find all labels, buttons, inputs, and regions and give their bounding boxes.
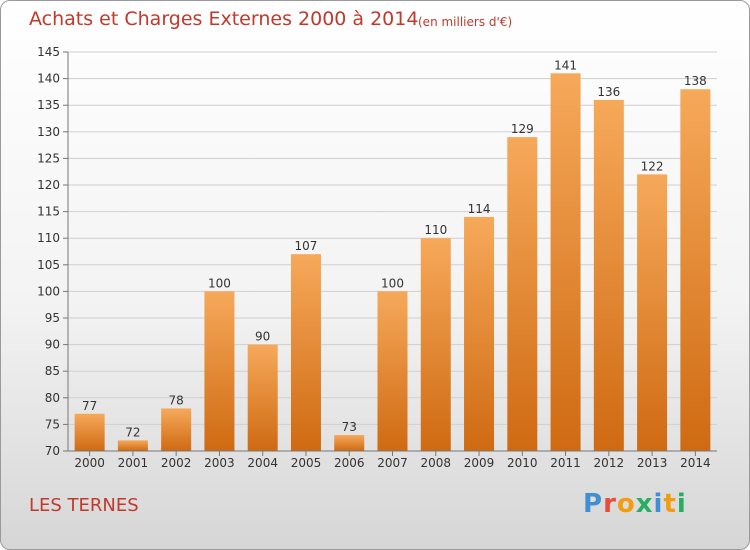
x-tick-label: 2006: [334, 456, 365, 470]
x-tick-label: 2007: [377, 456, 408, 470]
logo-letter: i: [653, 489, 664, 519]
bar-value-label: 122: [641, 159, 664, 173]
bar-2011: [550, 73, 581, 451]
logo-letter: x: [635, 489, 654, 519]
x-tick-label: 2008: [420, 456, 451, 470]
y-tick-label: 120: [37, 178, 60, 192]
bar-2004: [247, 344, 278, 451]
bar-2009: [464, 216, 495, 451]
bar-value-label: 78: [169, 393, 184, 407]
x-tick-label: 2013: [637, 456, 668, 470]
y-tick-label: 140: [37, 72, 60, 86]
chart-subtitle: (en milliers d'€): [418, 15, 513, 29]
data-labels: 77 72 78 100 90 107 73 100 110 114 129 141 136 122 138: [82, 58, 707, 439]
y-tick-label: 85: [45, 364, 60, 378]
chart-title: Achats et Charges Externes 2000 à 2014: [29, 8, 419, 30]
y-tick-label: 90: [45, 338, 60, 352]
logo-letter: o: [616, 489, 636, 519]
y-tick-label: 125: [37, 151, 60, 165]
x-tick-label: 2005: [291, 456, 322, 470]
y-tick-label: 115: [37, 205, 60, 219]
bar-value-label: 138: [684, 74, 707, 88]
x-tick-label: 2001: [118, 456, 149, 470]
bar-value-label: 107: [295, 239, 318, 253]
bar-2012: [593, 99, 624, 451]
bar-2005: [290, 254, 321, 451]
x-tick-label: 2012: [594, 456, 625, 470]
x-tick-label: 2010: [507, 456, 538, 470]
y-tick-label: 110: [37, 231, 60, 245]
commune-name: LES TERNES: [29, 495, 139, 516]
bar-2001: [117, 440, 148, 451]
bar-value-label: 90: [255, 330, 270, 344]
y-tick-label: 95: [45, 311, 60, 325]
y-tick-label: 105: [37, 258, 60, 272]
bar-value-label: 114: [468, 202, 491, 216]
x-tick-label: 2004: [247, 456, 278, 470]
axes: 70 75 80 85 90 95 100 105 110 115 120 125 130 135 140 1…: [37, 45, 717, 470]
bar-value-label: 77: [82, 399, 97, 413]
bar-2002: [161, 408, 192, 451]
logo-letter: t: [663, 489, 677, 519]
x-tick-label: 2014: [680, 456, 711, 470]
bar-value-label: 100: [208, 276, 231, 290]
y-tick-label: 70: [45, 444, 60, 458]
y-tick-label: 100: [37, 284, 60, 298]
bar-2007: [377, 291, 408, 451]
x-tick-label: 2009: [464, 456, 495, 470]
bar-2010: [507, 137, 538, 451]
bar-2013: [637, 174, 668, 452]
bar-value-label: 141: [554, 58, 577, 72]
bar-2006: [334, 435, 365, 451]
bar-2008: [420, 238, 451, 451]
bar-value-label: 73: [342, 420, 357, 434]
logo-letter: i: [676, 489, 687, 519]
x-tick-label: 2000: [74, 456, 105, 470]
y-tick-label: 80: [45, 391, 60, 405]
bars: [74, 73, 711, 452]
bar-2000: [74, 413, 105, 451]
bar-2014: [680, 89, 711, 452]
bar-value-label: 129: [511, 122, 534, 136]
bar-2003: [204, 291, 235, 451]
bar-value-label: 100: [381, 276, 404, 290]
logo-letter: P: [583, 489, 604, 519]
logo-letter: r: [603, 489, 617, 519]
bar-value-label: 136: [597, 85, 620, 99]
y-tick-label: 145: [37, 45, 60, 59]
x-tick-label: 2002: [161, 456, 192, 470]
x-tick-label: 2003: [204, 456, 235, 470]
bar-value-label: 110: [424, 223, 447, 237]
y-tick-label: 135: [37, 98, 60, 112]
bar-value-label: 72: [125, 425, 140, 439]
x-tick-label: 2011: [550, 456, 581, 470]
y-tick-label: 75: [45, 417, 60, 431]
proxiti-logo[interactable]: Proxiti: [583, 489, 687, 519]
y-tick-label: 130: [37, 125, 60, 139]
